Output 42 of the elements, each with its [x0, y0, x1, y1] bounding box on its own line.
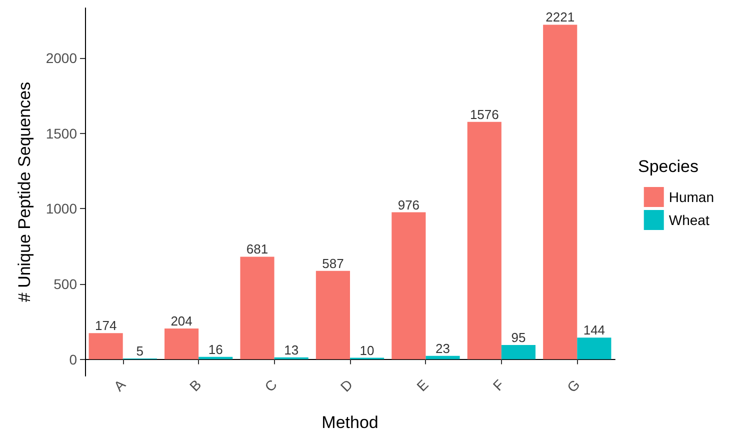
data-label: 5 — [136, 344, 144, 359]
bar — [467, 122, 502, 360]
x-tick-label: E — [413, 376, 432, 394]
x-axis-title: Method — [322, 413, 378, 432]
bar — [316, 270, 350, 360]
legend-label: Wheat — [668, 212, 710, 228]
data-label: 204 — [170, 314, 192, 329]
data-label: 144 — [583, 322, 606, 338]
y-axis-title: # Unique Peptide Sequences — [15, 82, 34, 302]
data-label: 16 — [208, 342, 223, 357]
data-label: 1576 — [470, 106, 499, 122]
x-tick-label: F — [490, 376, 508, 394]
data-label: 587 — [322, 256, 344, 271]
y-tick-label: 1000 — [46, 200, 78, 217]
bar — [501, 344, 536, 360]
data-label: 10 — [360, 342, 374, 358]
bar — [426, 356, 460, 360]
x-tick-label: B — [186, 376, 204, 394]
data-label: 95 — [511, 330, 526, 345]
bar — [198, 356, 233, 360]
data-label: 681 — [246, 242, 268, 257]
data-label: 174 — [94, 318, 117, 334]
bar — [240, 256, 274, 360]
y-tick-label: 500 — [54, 276, 78, 292]
bar — [392, 212, 426, 360]
data-label: 13 — [284, 342, 299, 358]
data-label: 23 — [436, 340, 450, 356]
bar — [88, 333, 123, 360]
y-tick-label: 2000 — [46, 50, 78, 66]
y-tick-label: 0 — [69, 351, 78, 368]
x-tick-label: A — [110, 376, 129, 394]
bar — [543, 24, 578, 360]
legend-title: Species — [638, 157, 698, 176]
legend-label: Human — [668, 189, 714, 205]
x-tick-label: D — [337, 376, 356, 395]
bar — [577, 338, 612, 360]
data-label: 976 — [398, 197, 420, 212]
x-tick-label: G — [564, 376, 583, 396]
bar — [164, 328, 199, 360]
y-tick-label: 1500 — [46, 125, 78, 142]
x-tick-label: C — [261, 376, 280, 395]
data-label: 2221 — [546, 10, 575, 25]
